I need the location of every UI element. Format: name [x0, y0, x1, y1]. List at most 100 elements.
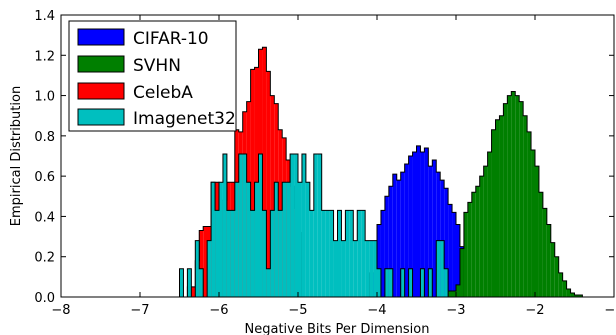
- histogram-bar-svhn: [570, 292, 575, 297]
- histogram-bar-cifar10: [420, 151, 425, 297]
- series-svhn: [447, 91, 583, 298]
- histogram-bar-imagenet32: [444, 268, 449, 297]
- legend-swatch-imagenet32: [77, 108, 125, 126]
- histogram-bar-imagenet32: [428, 268, 433, 297]
- histogram-bar-cifar10: [440, 180, 445, 297]
- histogram-bar-cifar10: [404, 164, 409, 297]
- histogram-bar-svhn: [491, 129, 496, 297]
- histogram-bar-imagenet32: [357, 210, 362, 297]
- histogram-bar-imagenet32: [179, 268, 184, 297]
- histogram-bar-imagenet32: [242, 153, 247, 297]
- histogram-bar-imagenet32: [262, 210, 267, 297]
- histogram-bar-cifar10: [416, 145, 421, 297]
- histogram-bar-imagenet32: [345, 210, 350, 297]
- histogram-bar-cifar10: [452, 212, 456, 297]
- histogram-bar-imagenet32: [400, 268, 405, 297]
- histogram-bar-imagenet32: [377, 268, 381, 297]
- histogram-bar-imagenet32: [258, 153, 263, 297]
- legend: CIFAR-10 SVHN CelebA Imagenet32: [68, 20, 237, 132]
- histogram-bar-svhn: [471, 192, 476, 297]
- histogram-bar-imagenet32: [234, 182, 239, 297]
- histogram-bar-imagenet32: [333, 240, 338, 297]
- histogram-bar-svhn: [558, 272, 563, 297]
- x-tick-label: −5: [288, 303, 307, 318]
- histogram-bar-cifar10: [392, 174, 397, 297]
- series-imagenet32: [171, 153, 453, 298]
- histogram-bar-imagenet32: [274, 182, 279, 297]
- histogram-bar-imagenet32: [301, 153, 306, 297]
- histogram-bar-imagenet32: [420, 268, 425, 297]
- histogram-bar-imagenet32: [325, 210, 330, 297]
- histogram-bar-cifar10: [448, 204, 453, 297]
- legend-swatch-cifar10: [77, 28, 125, 46]
- legend-swatch-svhn: [77, 55, 125, 73]
- histogram-bar-imagenet32: [195, 240, 200, 297]
- histogram-bar-svhn: [483, 166, 488, 297]
- histogram-bar-svhn: [531, 149, 535, 297]
- histogram-bar-imagenet32: [309, 210, 314, 297]
- histogram-bar-cifar10: [432, 160, 437, 297]
- histogram-bar-svhn: [467, 202, 472, 297]
- histogram-bar-imagenet32: [215, 210, 219, 297]
- y-tick-label: 0.4: [34, 210, 55, 225]
- histogram-bar-svhn: [507, 95, 512, 297]
- legend-item-cifar10: CIFAR-10: [77, 28, 209, 49]
- histogram-bar-celeba: [250, 69, 255, 297]
- y-tick-label: 0.2: [34, 251, 55, 266]
- histogram-bar-imagenet32: [211, 182, 216, 297]
- legend-item-svhn: SVHN: [77, 55, 181, 76]
- histogram-bar-celeba: [270, 95, 275, 297]
- histogram-bar-svhn: [535, 166, 539, 297]
- histogram-bar-imagenet32: [436, 240, 441, 297]
- histogram-bar-svhn: [546, 224, 551, 297]
- histogram-bar-svhn: [562, 280, 567, 297]
- legend-label-svhn: SVHN: [133, 56, 181, 76]
- histogram-bar-celeba: [199, 230, 204, 297]
- histogram-bar-svhn: [515, 95, 520, 297]
- histogram-bar-imagenet32: [230, 210, 235, 297]
- histogram-bar-svhn: [463, 212, 468, 297]
- histogram-bar-imagenet32: [341, 240, 346, 297]
- legend-label-imagenet32: Imagenet32: [133, 109, 236, 129]
- series-cifar10: [368, 145, 465, 297]
- histogram-bar-imagenet32: [286, 182, 291, 297]
- y-tick-label: 1.0: [34, 90, 55, 105]
- plot-frame: [60, 14, 615, 298]
- histogram-bar-imagenet32: [440, 240, 445, 297]
- histogram-bar-svhn: [550, 242, 555, 297]
- histogram-bar-cifar10: [380, 210, 385, 297]
- histogram-bar-imagenet32: [317, 153, 322, 297]
- histogram-bar-svhn: [519, 101, 524, 297]
- histogram-bar-imagenet32: [226, 210, 231, 297]
- histogram-bar-imagenet32: [365, 240, 370, 297]
- histogram-bar-imagenet32: [290, 153, 295, 297]
- y-tick-label: 1.2: [34, 49, 55, 64]
- histogram-bar-imagenet32: [250, 210, 255, 297]
- histogram-bar-celeba: [262, 47, 267, 298]
- histogram-bar-imagenet32: [246, 182, 251, 297]
- histogram-bar-cifar10: [408, 156, 413, 297]
- histogram-bar-imagenet32: [305, 182, 310, 297]
- histogram-bar-imagenet32: [282, 182, 287, 297]
- legend-label-cifar10: CIFAR-10: [133, 29, 209, 49]
- axis-ticks: −8 −7 −6 −5 −4 −3 −2 −1 0.0 0.2 0.4 0.6 0.8 1.0 1.2 1.4: [34, 9, 616, 318]
- histogram-bar-imagenet32: [321, 210, 326, 297]
- histogram-bar-imagenet32: [361, 210, 366, 297]
- histogram-bar-svhn: [459, 248, 464, 297]
- histogram-bar-imagenet32: [388, 268, 393, 297]
- histogram-bar-celeba: [266, 71, 271, 298]
- histogram-bar-cifar10: [384, 196, 389, 297]
- histogram-bar-svhn: [566, 288, 571, 297]
- histogram-bar-imagenet32: [187, 268, 192, 297]
- histogram-outline-cifar10: [368, 145, 465, 297]
- x-tick-label: −7: [130, 303, 149, 318]
- histogram-bar-svhn: [554, 256, 559, 297]
- x-tick-label: −3: [446, 303, 465, 318]
- legend-item-imagenet32: Imagenet32: [77, 108, 236, 129]
- histogram-bar-svhn: [495, 119, 500, 298]
- histogram-outline-svhn: [447, 91, 583, 297]
- histogram-bar-imagenet32: [294, 153, 298, 297]
- histogram-bar-imagenet32: [199, 268, 204, 297]
- x-tick-label: −6: [209, 303, 228, 318]
